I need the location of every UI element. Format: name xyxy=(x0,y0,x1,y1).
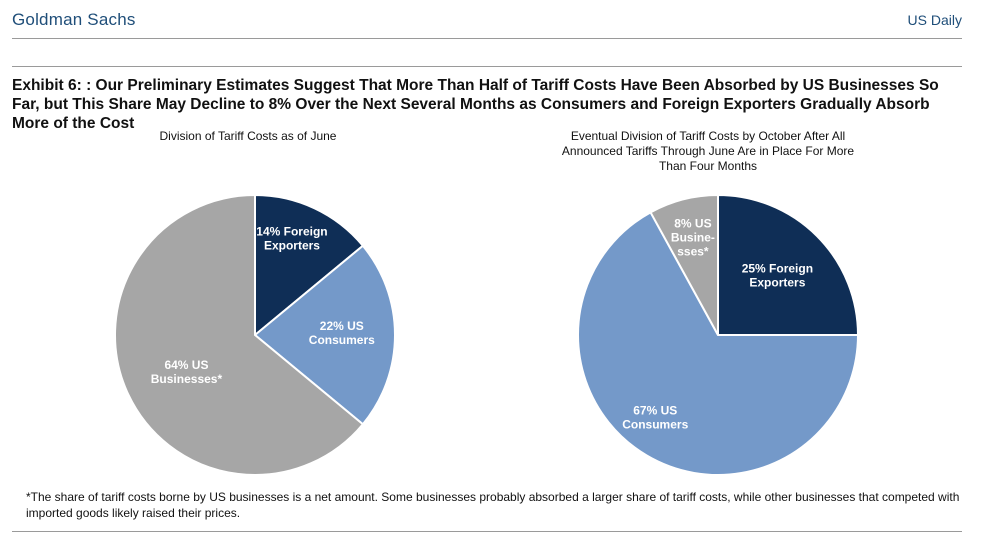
slice-label-foreign-exporters: 25% Foreign Exporters xyxy=(742,262,813,290)
slice-label-us-businesses: 64% US Businesses* xyxy=(151,358,223,386)
pie-slice-us-businesses xyxy=(114,193,365,476)
slice-label-us-businesses: 8% US Busine-sses* xyxy=(671,216,715,258)
slice-label-foreign-exporters: 14% Foreign Exporters xyxy=(256,224,327,252)
pie-slice-foreign-exporters xyxy=(717,193,860,336)
page-header: Goldman Sachs US Daily xyxy=(12,8,962,39)
slice-label-us-consumers: 67% US Consumers xyxy=(622,403,688,431)
pie-slice-foreign-exporters xyxy=(254,193,365,338)
exhibit-title: Exhibit 6: : Our Preliminary Estimates S… xyxy=(12,77,939,132)
publication-title: US Daily xyxy=(907,12,962,28)
pie-chart-october: 25% Foreign Exporters 67% US Consumers 8% US… xyxy=(577,193,860,476)
pie-slice-us-consumers xyxy=(253,244,396,426)
pie-slice-us-businesses xyxy=(649,193,719,336)
slice-label-us-consumers: 22% US Consumers xyxy=(309,319,375,347)
divider xyxy=(12,531,962,532)
pie-chart-june: 14% Foreign Exporters 22% US Consumers 64% U… xyxy=(114,193,396,476)
chart-title-october: Eventual Division of Tariff Costs by Oct… xyxy=(561,129,855,173)
footnote: *The share of tariff costs borne by US b… xyxy=(26,490,960,520)
pie-slice-us-consumers xyxy=(577,210,860,476)
chart-title-june: Division of Tariff Costs as of June xyxy=(159,129,337,143)
divider xyxy=(12,66,962,67)
brand-logo-text: Goldman Sachs xyxy=(12,10,136,29)
